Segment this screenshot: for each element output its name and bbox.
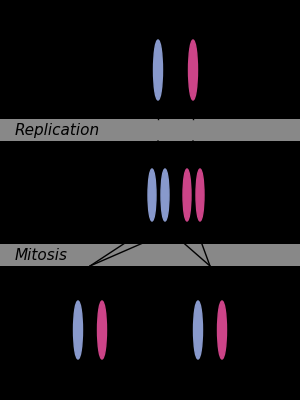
Ellipse shape xyxy=(148,169,156,221)
Text: Replication: Replication xyxy=(15,122,100,138)
Ellipse shape xyxy=(161,169,169,221)
Ellipse shape xyxy=(188,40,197,100)
Ellipse shape xyxy=(218,301,226,359)
Ellipse shape xyxy=(183,169,191,221)
Ellipse shape xyxy=(98,301,106,359)
Ellipse shape xyxy=(154,40,163,100)
Text: Mitosis: Mitosis xyxy=(15,248,68,262)
Ellipse shape xyxy=(196,169,204,221)
Bar xyxy=(0,119,300,141)
Bar xyxy=(0,244,300,266)
Ellipse shape xyxy=(74,301,82,359)
Ellipse shape xyxy=(194,301,202,359)
